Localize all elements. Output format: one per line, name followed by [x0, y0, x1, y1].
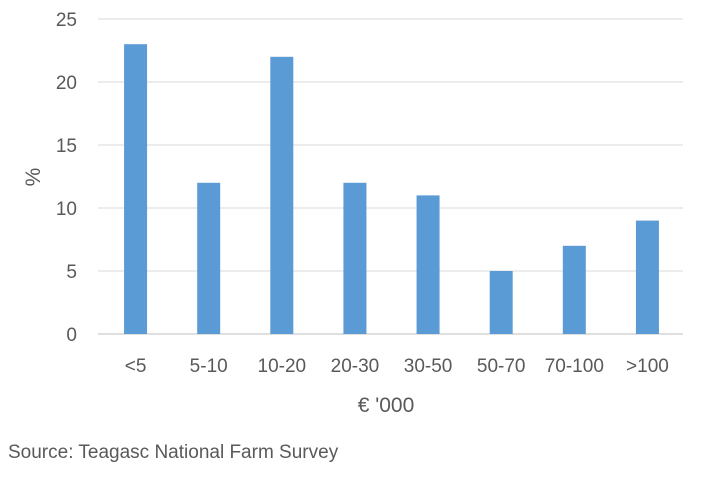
- x-category-label: <5: [125, 356, 147, 377]
- x-category-label: 10-20: [258, 356, 307, 377]
- source-note: Source: Teagasc National Farm Survey: [8, 442, 339, 463]
- x-axis-categories: <5 5-10 10-20 20-30 30-50 50-70 70-100 >100: [125, 356, 669, 377]
- x-category-label: 30-50: [404, 356, 453, 377]
- x-category-label: 70-100: [545, 356, 604, 377]
- bar: [124, 44, 148, 334]
- gridlines: [98, 18, 683, 335]
- x-axis-title: € '000: [358, 394, 415, 417]
- bars: [124, 44, 659, 335]
- x-category-label: 20-30: [331, 356, 380, 377]
- x-category-label: >100: [626, 356, 669, 377]
- bar: [635, 220, 659, 334]
- y-tick-label: 5: [66, 262, 77, 283]
- bar: [270, 56, 294, 335]
- y-axis-ticks: 0 5 10 15 20 25: [56, 10, 77, 346]
- y-tick-label: 0: [66, 325, 77, 346]
- x-category-label: 50-70: [477, 356, 526, 377]
- x-category-label: 5-10: [190, 356, 228, 377]
- bar: [562, 245, 586, 334]
- y-tick-label: 25: [56, 10, 77, 31]
- bar: [416, 195, 440, 334]
- y-tick-label: 20: [56, 73, 77, 94]
- bar: [489, 271, 513, 334]
- y-axis-title: %: [22, 168, 45, 187]
- y-tick-label: 15: [56, 136, 77, 157]
- bar-chart: 0 5 10 15 20 25 <5 5-10 10-20 20-30 30-50 50-70 70-…: [22, 10, 683, 417]
- bar: [343, 182, 367, 334]
- bar: [197, 182, 221, 334]
- y-tick-label: 10: [56, 199, 77, 220]
